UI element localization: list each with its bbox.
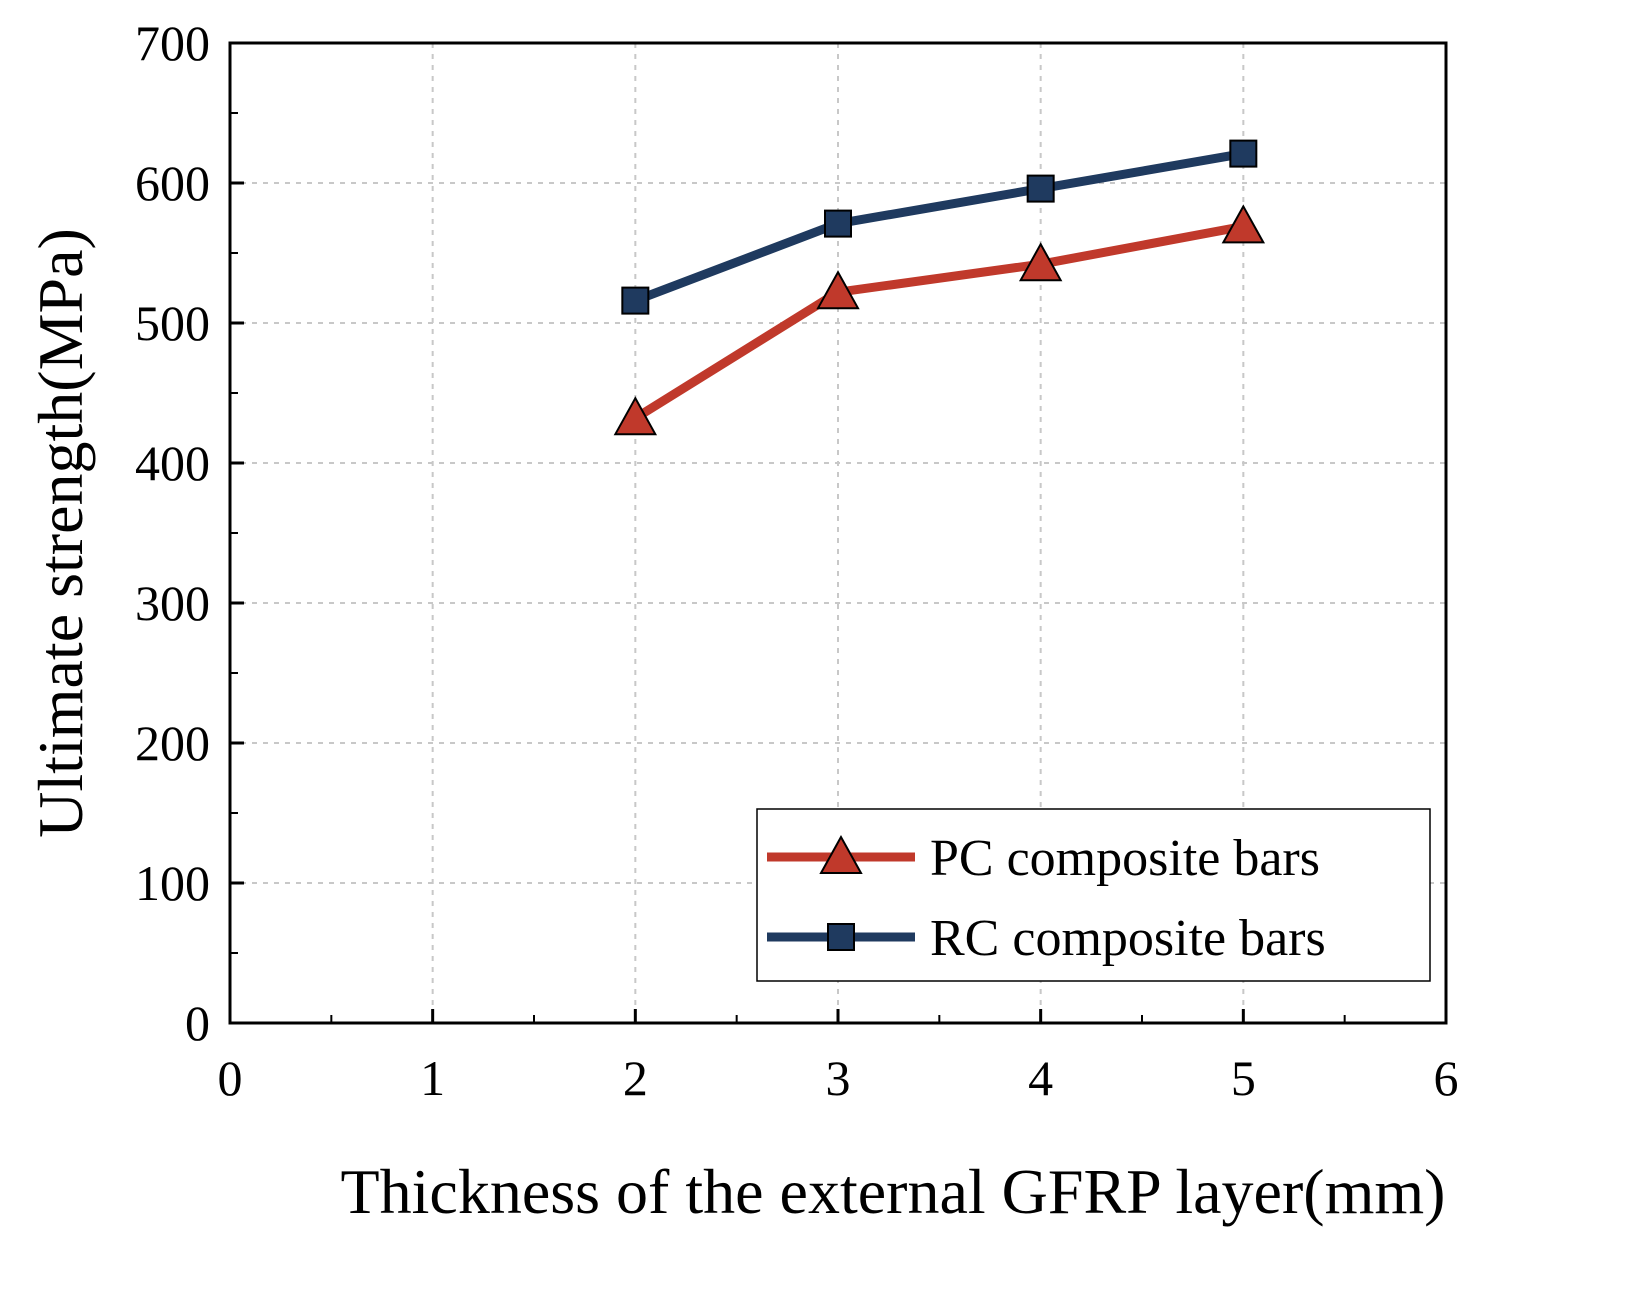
data-point	[1018, 242, 1063, 282]
legend-marker	[827, 923, 855, 951]
series-rc-composite-bars	[621, 139, 1258, 315]
y-axis-label: Ultimate strength(MPa)	[25, 228, 96, 838]
legend: PC composite bars RC composite bars	[756, 808, 1431, 982]
series-line	[632, 221, 1245, 423]
x-tick-label: 6	[1434, 1050, 1459, 1106]
x-tick-label: 5	[1231, 1050, 1256, 1106]
x-tick-labels: 0 1 2 3 4 5 6	[218, 1050, 1459, 1106]
y-tick-label: 300	[135, 575, 210, 631]
y-tick-label: 200	[135, 715, 210, 771]
data-point	[824, 209, 852, 238]
legend-item: RC composite bars	[767, 910, 1326, 967]
legend-label: RC composite bars	[930, 910, 1326, 967]
y-tick-label: 600	[135, 155, 210, 211]
x-axis-label: Thickness of the external GFRP layer(mm)	[341, 1156, 1446, 1227]
y-tick-label: 400	[135, 435, 210, 491]
y-tick-label: 700	[135, 15, 210, 71]
y-tick-label: 0	[185, 995, 210, 1051]
legend-marker	[819, 834, 863, 874]
x-tick-label: 2	[623, 1050, 648, 1106]
y-tick-label: 500	[135, 295, 210, 351]
series-line	[633, 149, 1245, 305]
data-point	[816, 270, 860, 310]
legend-box	[756, 808, 1431, 982]
data-point	[1229, 139, 1258, 168]
x-tick-label: 0	[218, 1050, 243, 1106]
legend-label: PC composite bars	[930, 830, 1320, 887]
axis-ticks	[228, 41, 1448, 1025]
legend-item: PC composite bars	[767, 830, 1320, 887]
data-point	[1221, 204, 1266, 244]
y-tick-labels: 0 100 200 300 400 500 600 700	[135, 15, 210, 1051]
series-pc-composite-bars	[613, 204, 1266, 436]
series	[613, 139, 1266, 436]
y-tick-label: 100	[135, 855, 210, 911]
x-tick-label: 3	[826, 1050, 851, 1106]
data-point	[613, 396, 658, 436]
data-point	[621, 286, 650, 315]
data-point	[1026, 174, 1055, 203]
x-tick-label: 1	[420, 1050, 445, 1106]
x-tick-label: 4	[1028, 1050, 1053, 1106]
